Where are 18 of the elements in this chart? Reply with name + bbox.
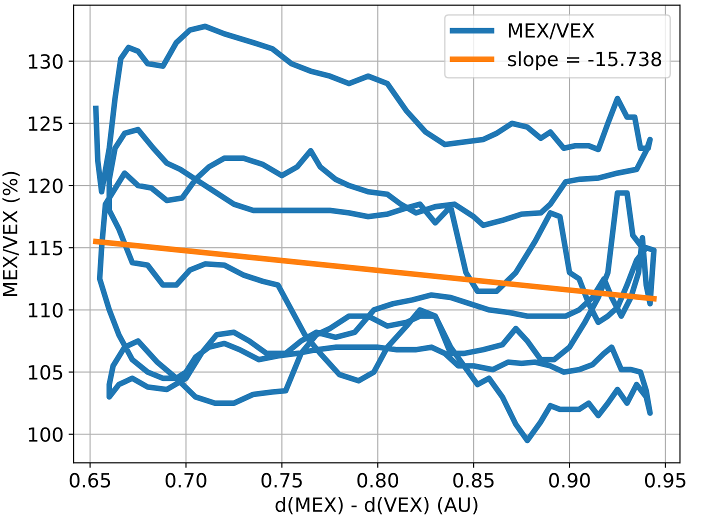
legend-label: slope = -15.738 xyxy=(508,51,662,70)
y-tick-label: 100 xyxy=(28,427,63,442)
y-tick-label: 105 xyxy=(28,365,62,380)
x-axis-title: d(MEX) - d(VEX) (AU) xyxy=(276,496,478,514)
y-tick-label: 120 xyxy=(28,178,63,194)
x-tick-label: 0.90 xyxy=(549,472,590,488)
y-tick-label: 115 xyxy=(28,240,62,256)
legend-label: MEX/VEX xyxy=(508,23,594,40)
x-tick-label: 0.70 xyxy=(166,472,206,488)
x-tick-label: 0.95 xyxy=(645,472,686,488)
y-tick-label: 125 xyxy=(28,116,62,132)
x-tick-label: 0.65 xyxy=(70,472,110,488)
y-tick-label: 130 xyxy=(28,54,63,69)
y-tick-label: 110 xyxy=(28,302,63,318)
y-axis-title: MEX/VEX (%) xyxy=(2,172,20,296)
x-tick-label: 0.80 xyxy=(357,472,398,488)
x-tick-label: 0.85 xyxy=(453,472,494,488)
x-tick-label: 0.75 xyxy=(262,472,302,488)
